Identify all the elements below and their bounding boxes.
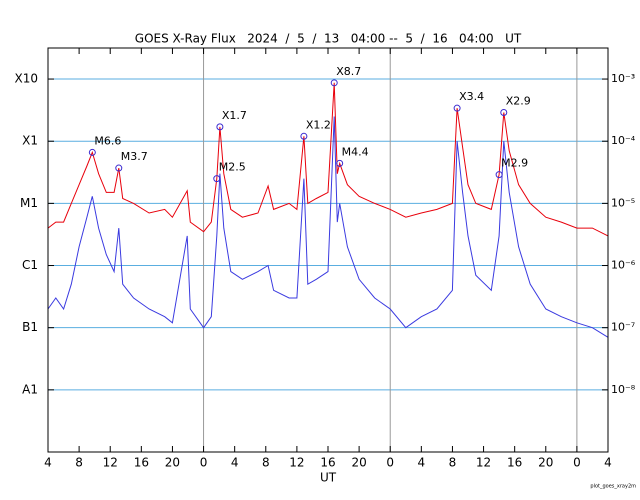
flare-marker — [453, 104, 461, 112]
x-tick-label: 12 — [103, 456, 118, 470]
x-tick-label: 4 — [418, 456, 426, 470]
y2-tick-label: 10⁻³ — [611, 72, 635, 85]
x-tick-label: 0 — [386, 456, 394, 470]
x-tick-label: 16 — [507, 456, 522, 470]
y-tick-label: A1 — [22, 382, 38, 396]
flare-marker — [216, 123, 224, 131]
y-tick-label: X1 — [22, 134, 38, 148]
x-tick-label: 16 — [134, 456, 149, 470]
x-tick-label: 20 — [165, 456, 180, 470]
y2-tick-label: 10⁻⁸ — [611, 383, 636, 396]
series-line — [47, 82, 609, 237]
flare-label: X3.4 — [459, 90, 484, 103]
flare-label: M4.4 — [342, 145, 369, 158]
y2-tick-label: 10⁻⁵ — [611, 196, 635, 209]
x-tick-label: 0 — [200, 456, 208, 470]
x-tick-label: 20 — [351, 456, 366, 470]
flare-label: X8.7 — [336, 65, 361, 78]
x-tick-label: 4 — [231, 456, 239, 470]
flare-marker — [300, 132, 308, 140]
flare-marker — [500, 108, 508, 116]
flare-label: X1.2 — [306, 118, 331, 131]
flare-label: X2.9 — [506, 94, 531, 107]
flare-marker — [115, 164, 123, 172]
y2-tick-label: 10⁻⁷ — [611, 321, 635, 334]
flare-label: M2.5 — [219, 161, 246, 174]
flare-marker — [495, 171, 503, 179]
flare-label: X1.7 — [222, 109, 247, 122]
flare-label: M3.7 — [121, 150, 148, 163]
flare-marker — [213, 175, 221, 183]
y2-tick-label: 10⁻⁴ — [611, 134, 636, 147]
chart-title: GOES X-Ray Flux 2024 / 5 / 13 04:00 -- 5… — [135, 32, 522, 46]
x-tick-label: 4 — [44, 456, 52, 470]
footnote: plot_goes_xray2m — [590, 484, 636, 490]
series-line — [47, 116, 609, 338]
flare-marker — [330, 79, 338, 87]
x-tick-label: 4 — [604, 456, 612, 470]
flare-marker — [336, 159, 344, 167]
x-tick-label: 8 — [262, 456, 270, 470]
y-tick-label: C1 — [22, 258, 38, 272]
flare-label: M6.6 — [94, 134, 121, 147]
x-tick-label: 8 — [75, 456, 83, 470]
y2-tick-label: 10⁻⁶ — [611, 259, 636, 272]
x-tick-label: 0 — [573, 456, 581, 470]
x-tick-label: 20 — [538, 456, 553, 470]
flare-label: M2.9 — [501, 157, 528, 170]
y-tick-label: X10 — [15, 72, 39, 86]
plot-frame — [47, 47, 609, 453]
x-tick-label: 12 — [476, 456, 491, 470]
y-tick-label: M1 — [20, 196, 38, 210]
y-tick-label: B1 — [22, 320, 38, 334]
x-axis-label: UT — [320, 471, 337, 485]
x-tick-label: 16 — [320, 456, 335, 470]
x-tick-label: 12 — [289, 456, 304, 470]
x-tick-label: 8 — [449, 456, 457, 470]
flare-marker — [88, 148, 96, 156]
